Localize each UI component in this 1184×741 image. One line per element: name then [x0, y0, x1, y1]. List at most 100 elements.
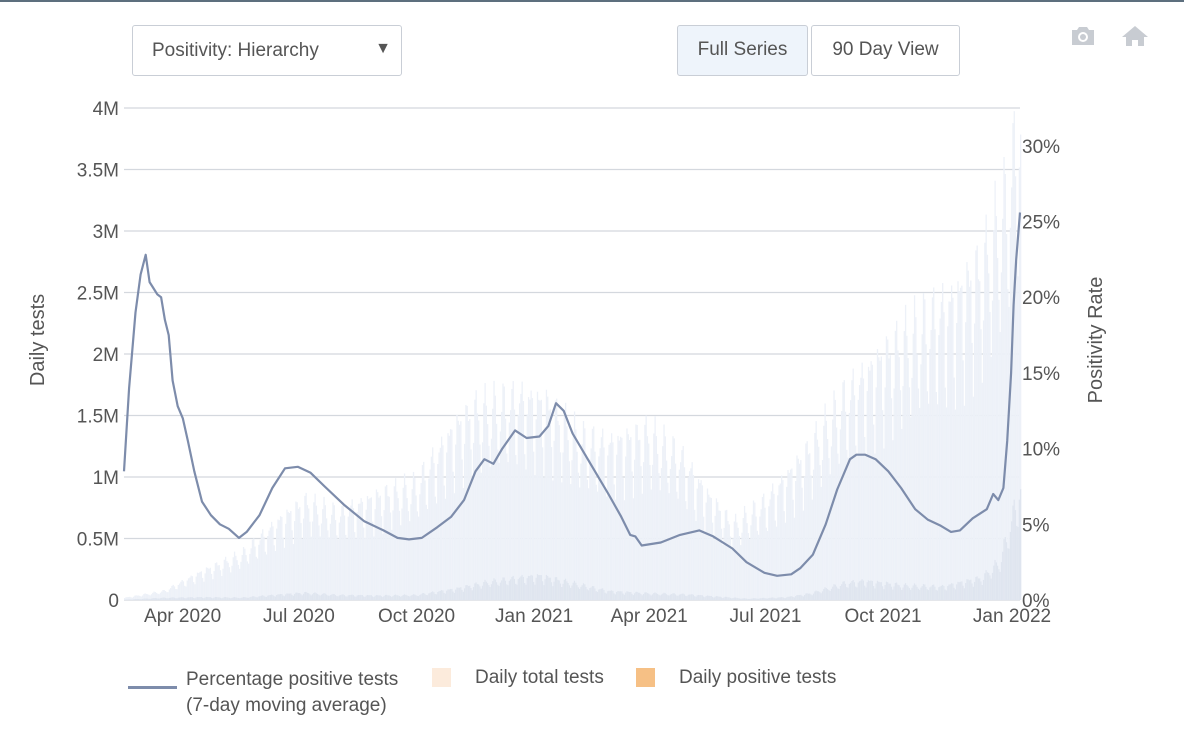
- total-tests-bar: [471, 480, 473, 600]
- positive-tests-bar: [421, 593, 424, 600]
- camera-icon[interactable]: [1069, 24, 1097, 53]
- total-tests-bar: [814, 432, 816, 600]
- positive-tests-bar: [742, 598, 744, 600]
- legend-positive-tests[interactable]: Daily positive tests: [679, 667, 837, 688]
- positive-tests-bar: [393, 594, 395, 600]
- positive-tests-bar: [757, 598, 760, 600]
- total-tests-bar: [290, 511, 292, 600]
- total-tests-bar: [839, 429, 842, 600]
- positive-tests-bar: [710, 595, 712, 600]
- positive-tests-bar: [982, 579, 985, 600]
- total-tests-bar: [213, 571, 215, 600]
- total-tests-bar: [369, 498, 371, 600]
- legend-total-tests[interactable]: Daily total tests: [475, 667, 604, 688]
- full-series-button[interactable]: Full Series: [677, 25, 808, 76]
- total-tests-bar: [512, 381, 514, 600]
- total-tests-bar: [782, 480, 784, 600]
- total-tests-bar: [1014, 176, 1017, 600]
- total-tests-bar: [770, 491, 773, 600]
- positive-tests-bar: [249, 597, 251, 600]
- total-tests-bar: [711, 522, 714, 600]
- positive-tests-bar: [463, 588, 466, 600]
- positive-tests-bar: [354, 596, 356, 600]
- positive-tests-bar: [651, 594, 654, 600]
- total-tests-bar: [180, 581, 182, 600]
- total-tests-bar: [490, 438, 493, 600]
- total-tests-bar: [688, 471, 691, 600]
- total-tests-bar: [980, 329, 982, 600]
- total-tests-bar: [276, 528, 278, 600]
- positive-tests-bar: [765, 598, 767, 600]
- positive-tests-bar: [972, 586, 975, 600]
- total-tests-bar: [411, 489, 413, 600]
- positive-tests-bar: [351, 594, 353, 600]
- ninety-day-view-button[interactable]: 90 Day View: [811, 25, 960, 76]
- positive-tests-bar: [613, 593, 615, 600]
- total-tests-bar: [837, 453, 839, 600]
- positive-tests-bar: [536, 574, 539, 600]
- positive-tests-bar: [965, 583, 967, 600]
- positive-tests-bar: [875, 583, 877, 600]
- positivity-dropdown[interactable]: Positivity: Hierarchy ▼: [132, 25, 402, 76]
- positive-tests-bar: [977, 578, 980, 600]
- total-tests-bar: [184, 585, 186, 600]
- total-tests-bar: [850, 400, 852, 600]
- positive-tests-bar: [270, 594, 273, 600]
- total-tests-bar: [530, 390, 532, 600]
- total-tests-bar: [521, 381, 523, 600]
- positive-tests-bar: [976, 576, 978, 600]
- total-tests-bar: [718, 510, 720, 600]
- positive-tests-bar: [350, 594, 352, 600]
- positive-tests-bar: [322, 593, 324, 600]
- positive-tests-bar: [149, 598, 151, 600]
- total-tests-bar: [757, 534, 760, 600]
- positive-tests-bar: [800, 594, 802, 600]
- total-tests-bar: [141, 595, 144, 600]
- positive-tests-bar: [273, 596, 275, 600]
- total-tests-bar: [775, 526, 778, 600]
- total-tests-bar: [308, 508, 310, 600]
- positive-tests-bar: [865, 587, 867, 600]
- total-tests-bar: [791, 468, 793, 600]
- total-tests-bar: [600, 437, 603, 600]
- total-tests-bar: [982, 320, 985, 600]
- total-tests-bar: [825, 420, 828, 600]
- total-tests-bar: [953, 377, 955, 600]
- total-tests-bar: [925, 344, 927, 600]
- total-tests-bar: [510, 410, 512, 600]
- total-tests-bar: [685, 501, 687, 600]
- total-tests-bar: [833, 390, 835, 600]
- positive-tests-bar: [407, 596, 410, 600]
- positive-tests-bar: [656, 593, 659, 600]
- total-tests-bar: [1000, 272, 1003, 600]
- positive-tests-bar: [239, 598, 241, 600]
- total-tests-bar: [304, 495, 306, 600]
- total-tests-bar: [659, 490, 661, 600]
- positive-tests-bar: [788, 596, 790, 600]
- positive-tests-bar: [314, 592, 316, 600]
- positive-tests-bar: [870, 580, 872, 600]
- positive-tests-bar: [503, 577, 505, 600]
- total-tests-bar: [897, 350, 899, 600]
- positive-tests-bar: [594, 588, 596, 600]
- total-tests-bar: [605, 496, 608, 600]
- positive-tests-bar: [455, 589, 457, 600]
- positive-tests-bar: [185, 598, 187, 600]
- positive-tests-bar: [801, 595, 803, 600]
- total-tests-bar: [306, 505, 309, 600]
- total-tests-bar: [654, 416, 656, 600]
- positive-tests-bar: [642, 593, 645, 600]
- positive-tests-bar: [260, 595, 263, 600]
- home-icon[interactable]: [1121, 24, 1149, 53]
- total-tests-bar: [348, 511, 351, 600]
- positive-tests-bar: [866, 582, 868, 600]
- positive-tests-bar: [898, 585, 900, 600]
- positive-tests-bar: [948, 584, 950, 600]
- positive-tests-bar: [893, 586, 895, 600]
- total-tests-bar: [660, 468, 663, 600]
- total-tests-bar: [736, 522, 738, 600]
- total-tests-bar: [515, 455, 517, 600]
- legend-positivity[interactable]: Percentage positive tests (7-day moving …: [186, 667, 398, 719]
- positive-tests-bar: [567, 582, 569, 600]
- total-tests-bar: [902, 386, 904, 600]
